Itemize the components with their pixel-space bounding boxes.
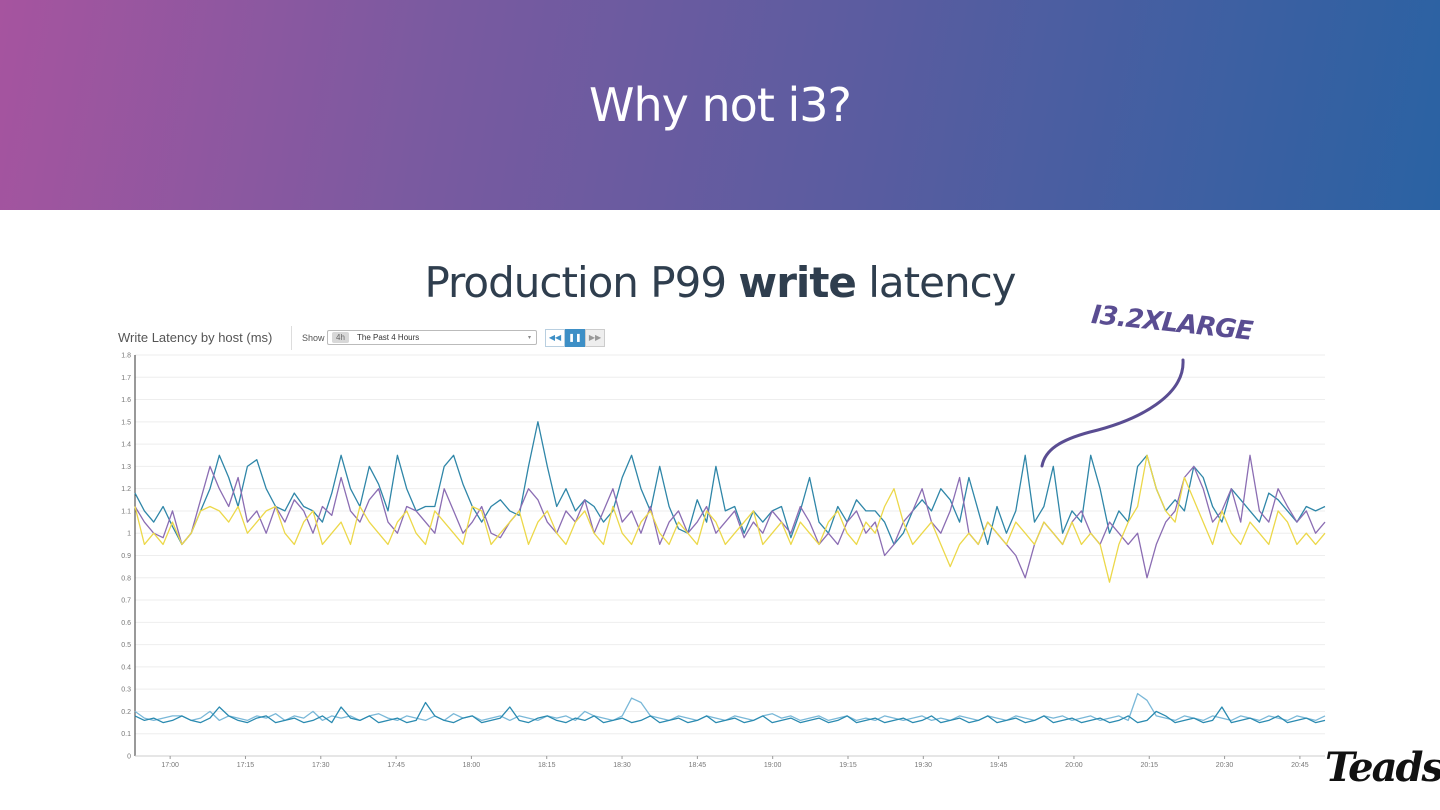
y-tick-label: 1.7 [121, 375, 131, 382]
series-line [134, 454, 1326, 583]
y-tick-label: 0.6 [121, 620, 131, 627]
x-tick-label: 17:45 [387, 762, 405, 769]
y-tick-label: 0 [127, 754, 131, 761]
x-tick-label: 20:15 [1140, 762, 1158, 769]
y-tick-label: 1.5 [121, 419, 131, 426]
x-tick-label: 17:15 [237, 762, 255, 769]
x-tick-label: 18:45 [689, 762, 707, 769]
x-tick-label: 19:45 [990, 762, 1008, 769]
x-tick-label: 20:45 [1291, 762, 1309, 769]
y-tick-label: 1.2 [121, 486, 131, 493]
series-line [134, 454, 1326, 579]
y-tick-label: 0.5 [121, 642, 131, 649]
show-label: Show [302, 333, 325, 343]
y-tick-label: 1.8 [121, 353, 131, 360]
y-tick-label: 1.1 [121, 508, 131, 515]
x-tick-label: 17:30 [312, 762, 330, 769]
rewind-button[interactable]: ◀◀ [545, 329, 565, 347]
pause-button[interactable]: ❚❚ [565, 329, 585, 347]
y-tick-label: 0.9 [121, 553, 131, 560]
y-tick-label: 1.6 [121, 397, 131, 404]
slide-subtitle: Production P99 write latency [0, 258, 1440, 307]
timeframe-select[interactable]: 4h The Past 4 Hours ▾ [327, 330, 537, 345]
y-tick-label: 0.7 [121, 598, 131, 605]
subtitle-text-post: latency [855, 258, 1016, 307]
x-tick-label: 17:00 [161, 762, 179, 769]
x-tick-label: 18:00 [463, 762, 481, 769]
toolbar-divider [291, 326, 292, 350]
title-banner [0, 0, 1440, 210]
y-tick-label: 0.4 [121, 664, 131, 671]
y-tick-label: 0.8 [121, 575, 131, 582]
y-tick-label: 1.4 [121, 442, 131, 449]
x-tick-label: 18:30 [613, 762, 631, 769]
slide-title: Why not i3? [589, 78, 852, 132]
playback-controls: ◀◀ ❚❚ ▶▶ [545, 329, 605, 347]
teads-logo: Teads [1325, 744, 1440, 791]
x-tick-label: 19:00 [764, 762, 782, 769]
timeframe-label: The Past 4 Hours [357, 333, 420, 342]
annotation-arrow [1040, 358, 1185, 468]
y-tick-label: 0.2 [121, 709, 131, 716]
subtitle-text-bold: write [738, 258, 856, 307]
subtitle-text-pre: Production P99 [424, 258, 739, 307]
y-tick-label: 1.3 [121, 464, 131, 471]
y-tick-label: 1 [127, 531, 131, 538]
x-tick-label: 20:30 [1216, 762, 1234, 769]
x-tick-label: 18:15 [538, 762, 556, 769]
series-line [134, 421, 1326, 546]
y-tick-label: 0.1 [121, 731, 131, 738]
panel-title: Write Latency by host (ms) [118, 330, 273, 345]
forward-button[interactable]: ▶▶ [585, 329, 605, 347]
x-tick-label: 19:30 [915, 762, 933, 769]
x-tick-label: 19:15 [839, 762, 857, 769]
y-tick-label: 0.3 [121, 687, 131, 694]
series-line [134, 692, 1326, 722]
chevron-down-icon: ▾ [527, 335, 531, 341]
timeframe-badge: 4h [332, 332, 349, 343]
x-tick-label: 20:00 [1065, 762, 1083, 769]
series-line [134, 701, 1326, 724]
